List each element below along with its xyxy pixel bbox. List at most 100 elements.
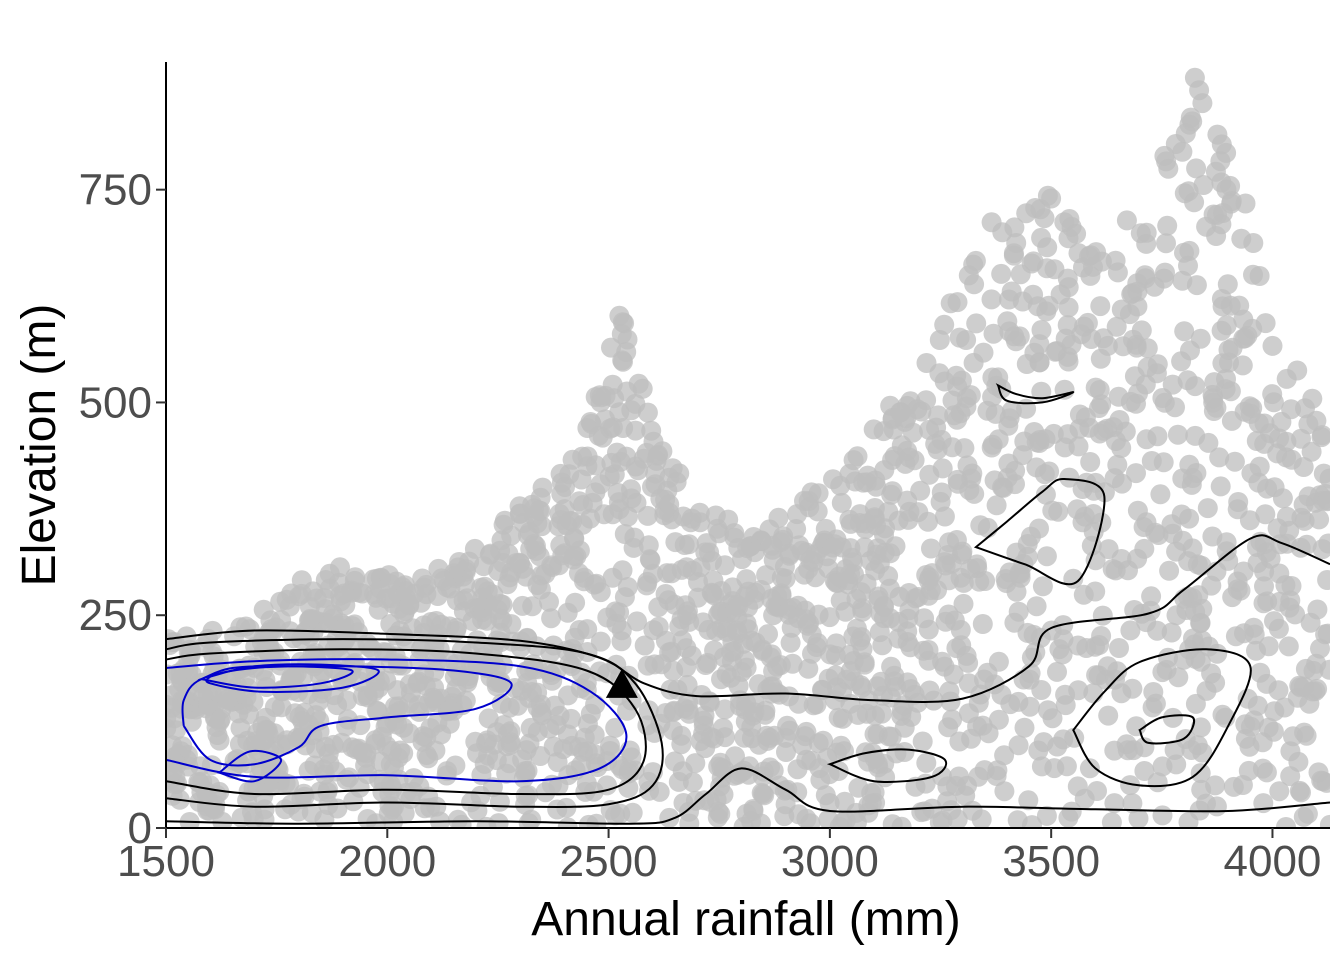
scatter-point <box>1031 381 1052 402</box>
scatter-point <box>1296 534 1317 555</box>
scatter-point <box>1225 626 1246 647</box>
scatter-point <box>1254 576 1274 597</box>
scatter-point <box>1080 265 1101 286</box>
scatter-point <box>668 771 689 792</box>
scatter-point <box>748 674 769 695</box>
scatter-point <box>988 651 1009 672</box>
scatter-point <box>752 639 773 660</box>
scatter-point <box>671 734 692 755</box>
scatter-point <box>515 794 536 815</box>
scatter-point <box>253 642 274 663</box>
scatter-point <box>986 495 1007 516</box>
y-tick-label: 750 <box>79 166 152 215</box>
scatter-point <box>564 643 585 664</box>
scatter-point <box>777 715 798 736</box>
scatter-point <box>873 421 894 442</box>
scatter-point <box>1042 708 1063 729</box>
scatter-point <box>613 351 633 372</box>
scatter-point <box>648 616 669 637</box>
scatter-point <box>527 682 548 703</box>
scatter-point <box>947 376 968 397</box>
scatter-point <box>767 586 788 607</box>
scatter-point <box>1178 812 1199 828</box>
scatter-point <box>228 703 249 724</box>
scatter-point <box>380 775 401 795</box>
scatter-point <box>602 504 623 525</box>
scatter-point <box>685 753 706 774</box>
scatter-point <box>958 673 979 694</box>
scatter-point <box>667 679 688 700</box>
scatter-point <box>931 430 952 450</box>
scatter-point <box>1220 175 1241 196</box>
scatter-point <box>1275 575 1296 596</box>
scatter-point <box>399 594 420 615</box>
scatter-point <box>1055 328 1076 349</box>
scatter-point <box>1143 682 1164 702</box>
scatter-point <box>744 542 765 563</box>
x-tick-label: 1500 <box>117 837 215 886</box>
scatter-point <box>780 632 801 653</box>
scatter-point <box>589 385 610 406</box>
scatter-point <box>1177 370 1198 391</box>
scatter-point <box>1029 334 1050 355</box>
scatter-point <box>1243 264 1263 285</box>
scatter-point <box>705 505 726 526</box>
scatter-point <box>768 507 789 528</box>
scatter-point <box>637 402 658 423</box>
scatter-point <box>1004 612 1025 633</box>
scatter-point <box>774 806 795 827</box>
scatter-point <box>832 812 853 828</box>
x-tick-label: 3000 <box>781 837 879 886</box>
scatter-point <box>522 596 543 617</box>
scatter-point <box>690 512 711 533</box>
scatter-point <box>1061 216 1082 237</box>
scatter-point <box>627 611 647 632</box>
scatter-point <box>1263 721 1284 742</box>
scatter-point <box>1131 603 1152 624</box>
scatter-point <box>416 727 437 748</box>
scatter-point <box>1041 620 1062 641</box>
scatter-point <box>881 484 902 505</box>
scatter-point <box>1207 204 1227 225</box>
scatter-point <box>611 631 632 652</box>
scatter-point <box>1134 761 1155 781</box>
scatter-point <box>894 717 915 738</box>
scatter-point <box>851 582 871 603</box>
scatter-point <box>977 517 998 538</box>
scatter-point <box>541 608 562 629</box>
scatter-point <box>1020 663 1041 684</box>
scatter-point <box>937 776 958 797</box>
scatter-point <box>929 330 950 350</box>
scatter-point <box>1180 107 1201 128</box>
scatter-point <box>884 446 905 467</box>
scatter-point <box>1128 808 1149 828</box>
scatter-point <box>569 737 590 758</box>
scatter-point <box>1112 473 1132 494</box>
scatter-point <box>1178 255 1198 276</box>
scatter-point <box>1191 779 1212 800</box>
scatter-point <box>864 782 885 803</box>
scatter-point <box>982 386 1003 407</box>
scatter-point <box>1131 320 1152 341</box>
scatter-point <box>616 381 637 402</box>
scatter-point <box>1121 284 1142 305</box>
scatter-point <box>413 577 434 598</box>
scatter-point <box>306 588 327 609</box>
scatter-point <box>1296 725 1317 746</box>
scatter-point <box>478 708 499 729</box>
scatter-point <box>209 711 230 732</box>
scatter-point <box>1122 793 1143 814</box>
scatter-point <box>637 505 658 526</box>
scatter-point <box>1222 587 1243 608</box>
y-axis-title: Elevation (m) <box>13 304 66 587</box>
scatter-point <box>189 772 210 793</box>
scatter-point <box>843 626 864 647</box>
scatter-point <box>1238 760 1259 781</box>
density-contours <box>166 383 1330 825</box>
scatter-point <box>1188 585 1209 606</box>
scatter-point <box>1262 335 1283 356</box>
scatter-point <box>978 723 999 744</box>
scatter-point <box>491 693 512 714</box>
scatter-point <box>1029 352 1050 373</box>
scatter-point <box>754 785 775 806</box>
